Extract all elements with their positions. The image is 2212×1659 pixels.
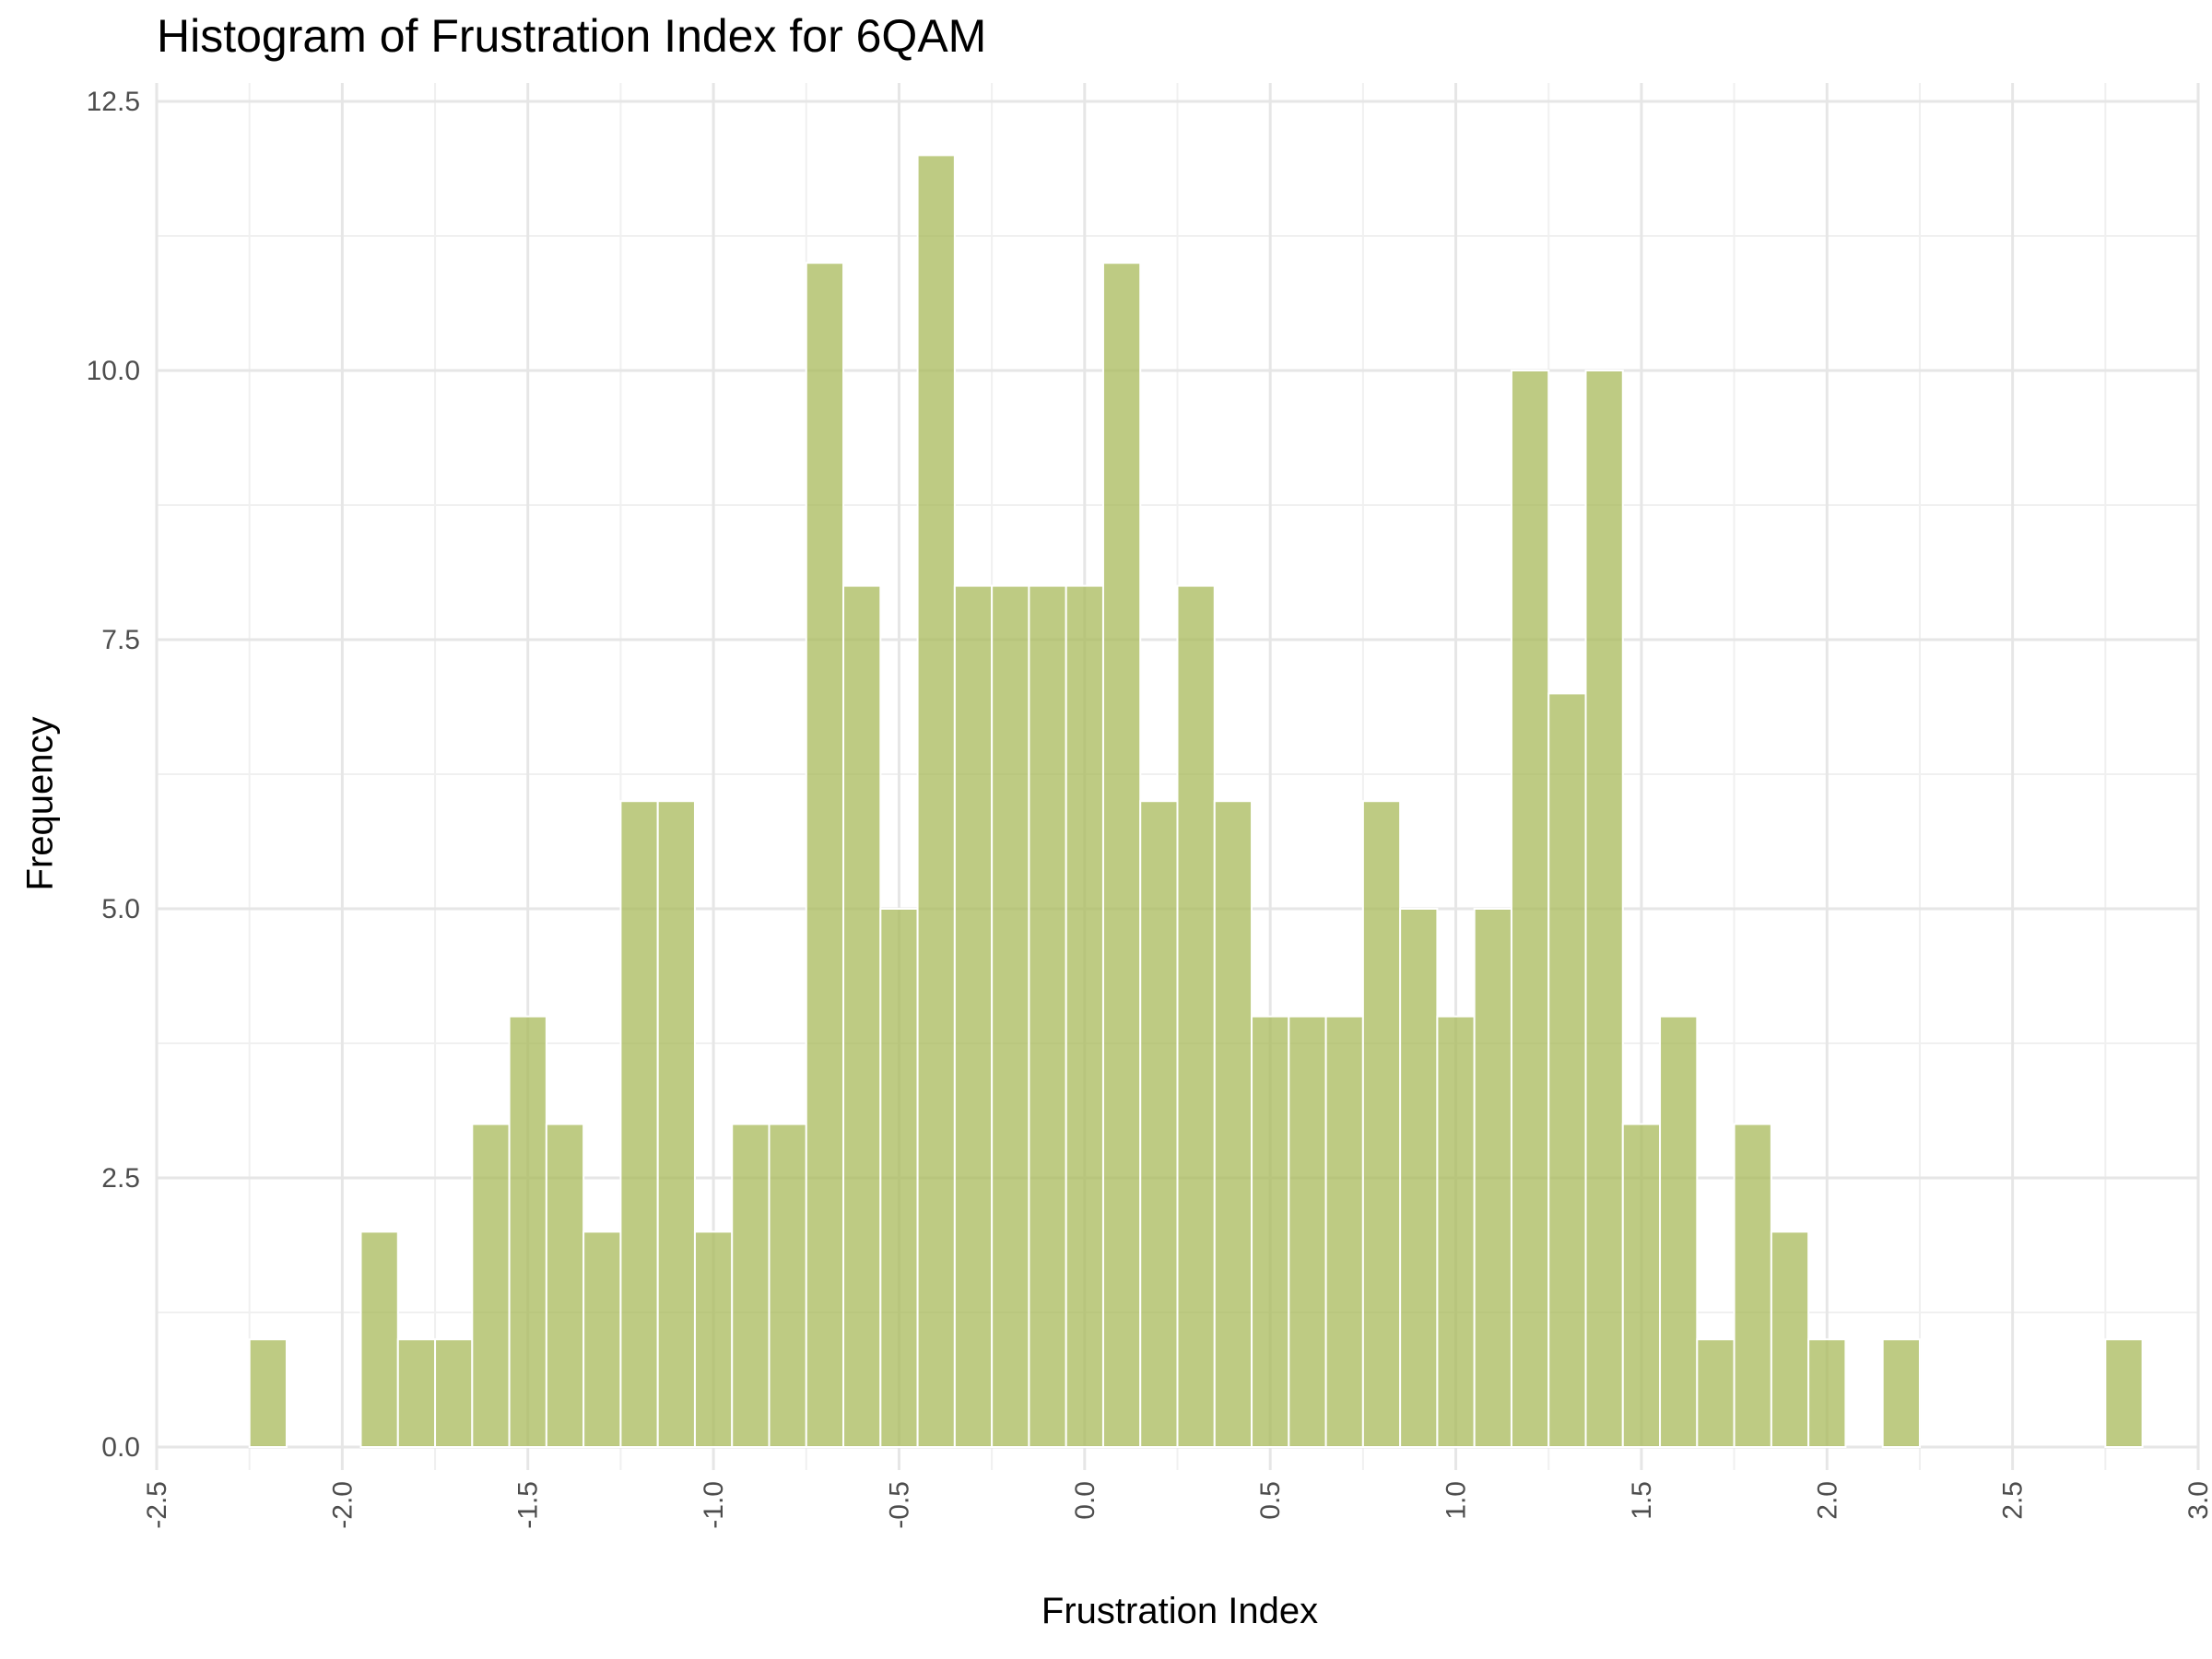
y-tick-label: 2.5 [101, 1163, 140, 1194]
histogram-bar [1399, 908, 1439, 1448]
histogram-bar [1176, 584, 1216, 1448]
histogram-bar [359, 1230, 399, 1449]
histogram-bar [1213, 800, 1253, 1448]
histogram-bar [248, 1338, 288, 1448]
histogram-bar [1696, 1338, 1735, 1448]
x-axis-label: Frustration Index [1041, 1591, 1319, 1631]
histogram-bar [1436, 1015, 1476, 1449]
histogram-bar [1659, 1015, 1699, 1449]
x-tick-label: 2.0 [1812, 1481, 1842, 1520]
histogram-bar [991, 584, 1030, 1448]
histogram-bar [2104, 1338, 2144, 1448]
x-tick-label: -1.5 [513, 1481, 544, 1529]
x-tick-label: -1.0 [699, 1481, 729, 1529]
histogram-bar [508, 1015, 547, 1449]
y-tick-label: 7.5 [101, 625, 140, 655]
histogram-bar [916, 154, 956, 1448]
histogram-bar [1881, 1338, 1921, 1448]
histogram-bar [879, 908, 919, 1448]
histogram-bar [1288, 1015, 1327, 1449]
histogram-bar [1065, 584, 1104, 1448]
histogram-bar [434, 1338, 474, 1448]
histogram-bar [1621, 1123, 1662, 1448]
x-tick-label: -2.0 [327, 1481, 358, 1529]
x-tick-label: 2.5 [1998, 1481, 2029, 1520]
histogram-bar [1324, 1015, 1364, 1449]
histogram-bar [731, 1123, 771, 1448]
x-tick-label: -0.5 [884, 1481, 914, 1529]
histogram-bar [1473, 908, 1512, 1448]
histogram-bar [768, 1123, 807, 1448]
x-tick-label: 0.5 [1255, 1481, 1286, 1520]
histogram-bar [545, 1123, 585, 1448]
y-tick-label: 5.0 [101, 894, 140, 924]
histogram-bar [1361, 800, 1402, 1448]
histogram-bar [582, 1230, 622, 1449]
histogram-bar [693, 1230, 734, 1449]
histogram-bar [842, 584, 882, 1448]
histogram-bar [1584, 370, 1624, 1448]
histogram-bar [1547, 692, 1587, 1448]
histogram-bar [1733, 1123, 1772, 1448]
chart-title: Histogram of Frustration Index for 6QAM [157, 10, 987, 62]
x-tick-label: -2.5 [142, 1481, 172, 1529]
x-tick-label: 3.0 [2183, 1481, 2212, 1520]
x-tick-label: 1.5 [1627, 1481, 1657, 1520]
x-tick-label: 0.0 [1070, 1481, 1100, 1520]
x-tick-label: 1.0 [1441, 1481, 1472, 1520]
histogram-bar [656, 800, 696, 1448]
histogram-bar [1139, 800, 1179, 1448]
y-tick-label: 0.0 [101, 1432, 140, 1463]
histogram-bar [953, 584, 994, 1448]
y-tick-label: 10.0 [87, 356, 140, 386]
histogram-bar [1028, 584, 1067, 1448]
histogram-bar [396, 1338, 437, 1448]
histogram-bar [805, 262, 845, 1449]
histogram-bar [1101, 262, 1142, 1449]
histogram-bar [1510, 370, 1550, 1448]
histogram-bar [1251, 1015, 1290, 1449]
histogram-bar [1770, 1230, 1810, 1449]
histogram-bar [1807, 1338, 1847, 1448]
histogram-bar [619, 800, 659, 1448]
y-tick-label: 12.5 [87, 87, 140, 117]
histogram-bar [471, 1123, 511, 1448]
